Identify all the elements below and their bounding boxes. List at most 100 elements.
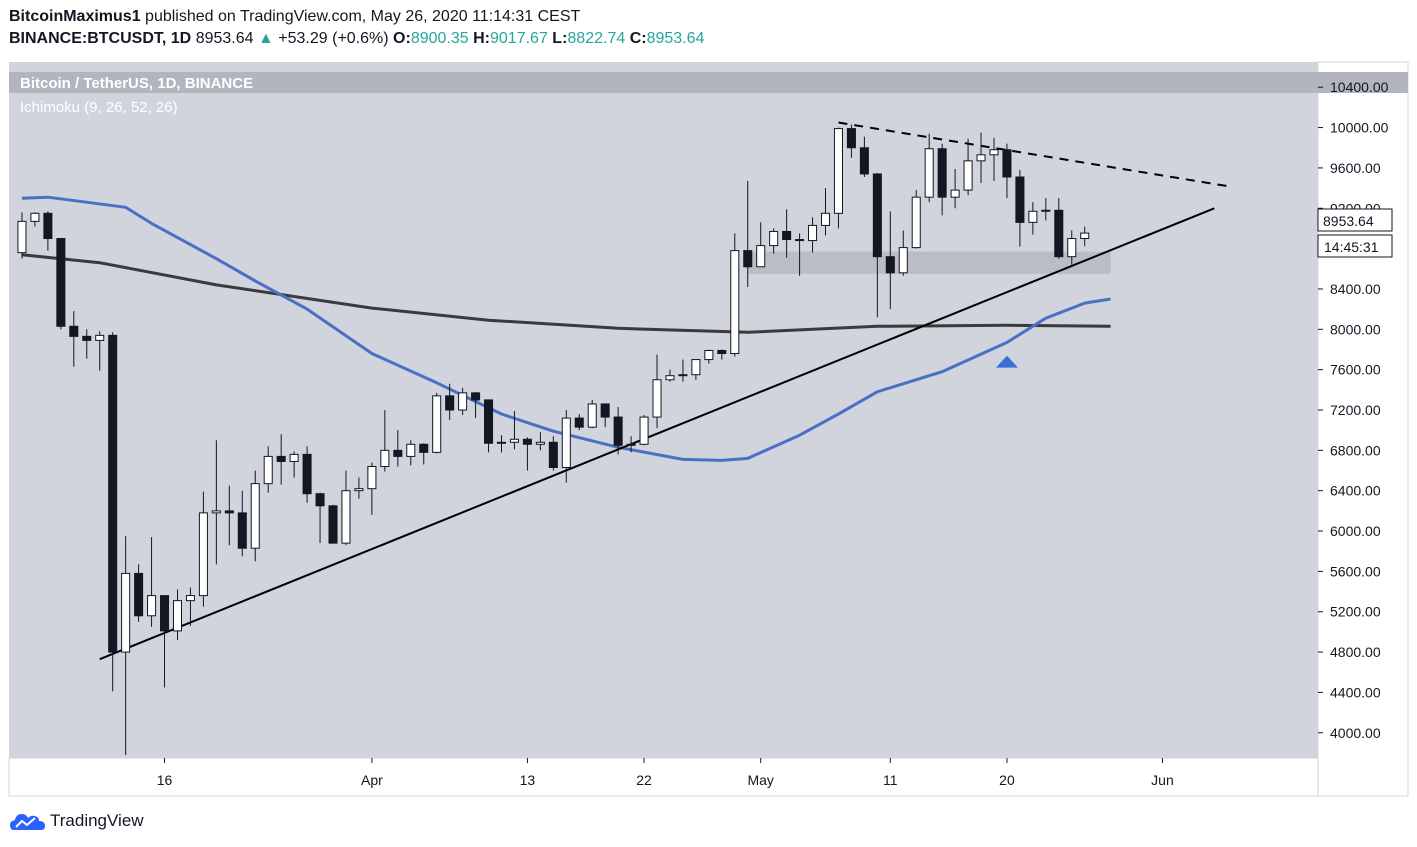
candle[interactable] [134,564,144,622]
candle[interactable] [704,349,714,364]
candle[interactable] [885,211,895,310]
candle[interactable] [652,354,662,429]
plot-pane[interactable] [9,62,1318,758]
candle[interactable] [172,589,183,640]
candle[interactable] [185,587,195,626]
candle[interactable] [69,311,79,367]
candle[interactable] [808,217,818,253]
candle[interactable] [484,399,494,453]
candle[interactable] [613,406,623,455]
candle[interactable] [250,470,260,562]
candle[interactable] [445,383,455,421]
candle[interactable] [147,537,157,627]
candle[interactable] [1080,226,1090,247]
candle[interactable] [1002,143,1012,199]
candle[interactable] [1054,198,1064,259]
candle[interactable] [198,491,208,607]
candle[interactable] [432,392,442,454]
candle[interactable] [691,359,701,380]
candle[interactable] [302,446,312,503]
candle[interactable] [211,440,221,565]
candle[interactable] [1067,230,1077,265]
candle[interactable] [43,211,53,251]
candle[interactable] [1028,202,1038,235]
candle[interactable] [833,127,843,229]
candle[interactable] [289,451,299,478]
candle[interactable] [522,437,532,471]
candle[interactable] [108,332,118,692]
candle[interactable] [717,349,727,360]
candle[interactable] [380,410,390,472]
support-trendline[interactable] [99,207,1215,661]
candles-layer[interactable] [17,124,1090,755]
candle[interactable] [328,504,338,544]
candle[interactable] [600,403,610,428]
candle[interactable] [730,233,740,357]
candle[interactable] [535,432,545,451]
candle[interactable] [795,233,805,276]
candle[interactable] [782,209,792,258]
candle-body [458,392,468,411]
candle[interactable] [496,435,507,453]
candle[interactable] [341,470,351,546]
candle[interactable] [17,212,27,259]
candle[interactable] [756,222,766,268]
candle[interactable] [743,181,753,287]
candle[interactable] [678,359,688,382]
candle[interactable] [458,387,468,416]
up-triangle-marker[interactable] [995,355,1018,368]
candle-body [976,154,986,162]
candle[interactable] [367,462,377,515]
candle[interactable] [911,190,921,249]
candle[interactable] [976,132,986,184]
candle-body [393,449,403,457]
candle[interactable] [121,536,131,755]
candle[interactable] [820,188,831,236]
candle[interactable] [898,230,908,276]
candle[interactable] [1041,198,1051,221]
candle[interactable] [963,138,973,196]
candle[interactable] [354,477,364,499]
candle[interactable] [924,133,934,203]
last-price: 8953.64 [195,30,254,47]
candle[interactable] [1015,169,1025,247]
candle[interactable] [224,485,234,546]
candle[interactable] [30,212,40,227]
candle[interactable] [989,137,999,182]
candle[interactable] [82,329,92,359]
candle[interactable] [574,414,584,431]
price-axis-pane[interactable] [1317,61,1409,797]
candle[interactable] [263,446,273,493]
candle[interactable] [237,490,247,557]
candle[interactable] [587,399,597,429]
price-tick-label: 7200.00 [1330,402,1381,418]
candle[interactable] [769,228,779,254]
candle[interactable] [95,331,105,371]
candle[interactable] [665,369,675,382]
countdown-tag: 14:45:31 [1317,234,1393,258]
price-tick-label: 8400.00 [1330,281,1381,297]
candle[interactable] [639,415,649,446]
author-name[interactable]: BitcoinMaximus1 [9,8,141,25]
candle[interactable] [419,443,429,465]
resistance-trendline[interactable] [838,121,1228,188]
candle[interactable] [276,434,286,485]
candle[interactable] [471,391,481,419]
candle[interactable] [626,436,636,453]
candle[interactable] [548,436,558,471]
time-axis-pane[interactable] [8,757,1319,797]
candle[interactable] [859,136,869,177]
candle[interactable] [315,492,325,544]
candle[interactable] [937,143,947,216]
candle[interactable] [160,595,170,688]
candle[interactable] [509,411,519,450]
candle[interactable] [950,168,960,209]
tradingview-logo[interactable]: TradingView [10,810,144,832]
candle[interactable] [393,430,403,467]
candle[interactable] [846,124,856,158]
candle[interactable] [561,410,571,483]
candle[interactable] [406,440,416,466]
candle[interactable] [872,172,882,318]
candle[interactable] [56,238,66,330]
